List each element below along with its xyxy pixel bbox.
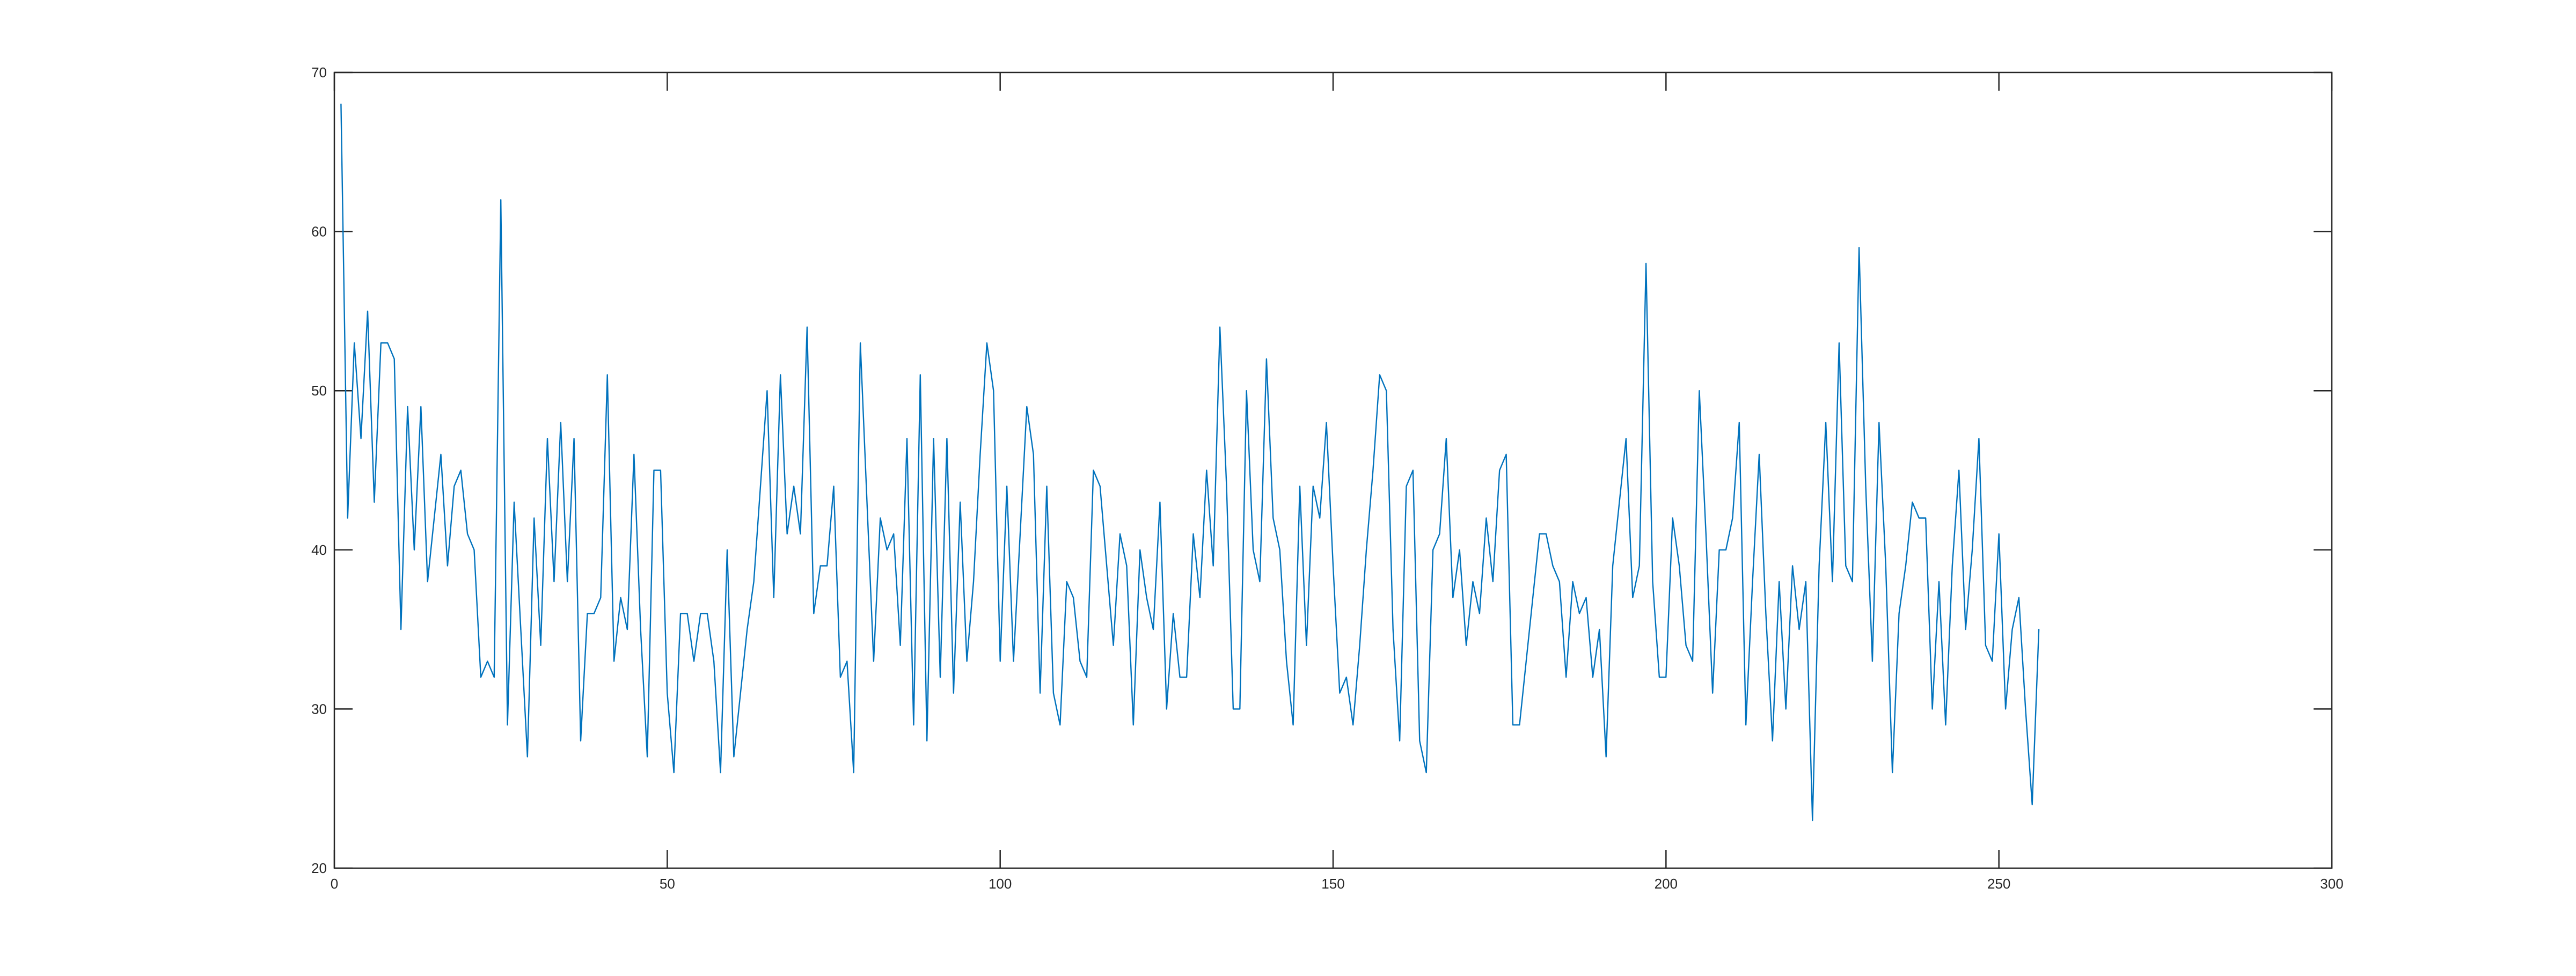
x-tick-label: 50 [660,876,675,892]
x-tick-label: 150 [1321,876,1344,892]
series-line [340,104,2040,821]
x-ticks [333,72,2333,868]
x-tick-label: 200 [1655,876,1678,892]
x-tick-label: 250 [1987,876,2010,892]
x-tick-labels: 0 50 100 150 200 250 300 [331,876,2344,892]
y-ticks [334,71,2332,869]
y-tick-label: 30 [311,701,327,717]
x-tick-label: 0 [331,876,338,892]
y-tick-label: 20 [311,860,327,876]
y-tick-label: 70 [311,64,327,80]
y-tick-label: 40 [311,542,327,558]
x-tick-label: 300 [2320,876,2343,892]
y-tick-label: 60 [311,224,327,240]
x-tick-label: 100 [989,876,1012,892]
y-tick-label: 50 [311,383,327,399]
y-tick-labels: 20 30 40 50 60 70 [311,64,327,876]
